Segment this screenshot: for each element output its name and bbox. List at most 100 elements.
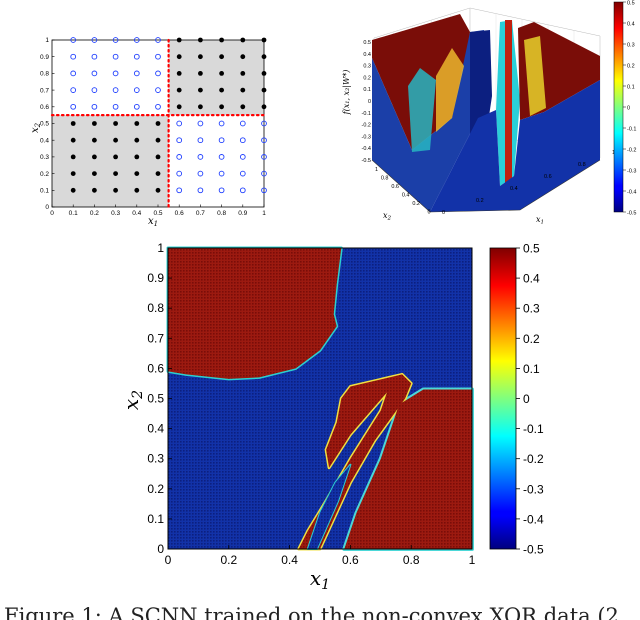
data-point-class-a: [92, 154, 97, 160]
data-point-class-a: [134, 121, 140, 126]
data-point-class-a: [261, 71, 267, 76]
data-point-class-a: [261, 54, 267, 60]
data-point-class-b: [155, 87, 161, 93]
y-tick-label: 0.4: [147, 422, 164, 436]
data-point-class-b: [261, 137, 267, 144]
z-tick-label: -0.4: [362, 146, 371, 152]
colorbar-tick-label: 0.3: [627, 42, 635, 48]
y-tick-label: 0.4: [40, 137, 49, 144]
colorbar-tick-label: -0.4: [627, 189, 636, 195]
x1-tick-label: 0: [442, 210, 445, 216]
data-point-class-b: [176, 120, 183, 127]
shaded-region-0: [52, 115, 169, 207]
surface-transition-left: [408, 68, 436, 152]
colorbar-tick-label: -0.5: [627, 210, 636, 216]
data-point-class-b: [176, 170, 183, 177]
data-point-class-a: [219, 71, 225, 76]
data-point-class-a: [155, 187, 161, 193]
colorbar-tick-label: -0.3: [627, 168, 636, 174]
x2-tick-label: 0.4: [402, 193, 410, 199]
y-tick-label: 0.9: [40, 54, 49, 61]
data-point-class-b: [133, 103, 140, 110]
data-point-class-b: [70, 70, 77, 77]
colorbar: [613, 1, 624, 213]
data-point-class-a: [70, 121, 76, 126]
x-tick-label: 0: [50, 210, 54, 217]
data-point-class-b: [197, 154, 204, 160]
x2-tick-label: 0.2: [412, 201, 420, 207]
floor-edges: [371, 159, 601, 213]
x-tick-label: 0: [165, 553, 172, 567]
surface-low-left: [372, 30, 484, 212]
data-point-class-a: [134, 154, 140, 160]
data-point-class-b: [239, 137, 246, 144]
data-point-class-b: [261, 170, 267, 177]
y-axis-label: x2: [383, 211, 392, 222]
data-point-class-b: [91, 53, 98, 60]
z-tick-label: 0.5: [363, 40, 371, 46]
x-tick-label: 0.4: [132, 210, 141, 217]
data-point-class-a: [198, 87, 203, 93]
data-point-class-b: [239, 170, 246, 177]
z-tick-label: 0.3: [363, 64, 371, 70]
x-tick-label: 0.8: [217, 210, 226, 217]
data-point-class-a: [92, 137, 97, 143]
x-axis-label: x1: [310, 566, 330, 593]
x2-tick-label: 0.6: [391, 184, 399, 190]
z-tick-label: -0.3: [362, 134, 371, 140]
data-point-class-b: [218, 154, 225, 160]
figure-caption: Figure 1: A SCNN trained on the non-conv…: [4, 604, 619, 620]
y-tick-label: 0.7: [40, 87, 49, 94]
data-point-class-a: [70, 171, 76, 177]
data-point-class-a: [113, 121, 118, 126]
y-tick-label: 0.3: [40, 154, 49, 161]
data-point-class-a: [176, 87, 182, 93]
colorbar-tick-label: -0.4: [523, 512, 544, 526]
data-point-class-a: [176, 104, 182, 110]
region-top-left-high: [168, 248, 342, 379]
data-point-class-a: [155, 121, 161, 126]
y-tick-label: 0.3: [147, 452, 164, 466]
surface-transition-right: [524, 36, 546, 116]
colorbar-tick-label: 0.3: [523, 302, 540, 316]
data-point-class-b: [112, 53, 119, 60]
data-point-class-a: [240, 71, 246, 76]
x-tick-label: 1: [469, 553, 476, 567]
data-point-class-a: [134, 187, 140, 193]
data-point-class-a: [70, 137, 76, 143]
data-point-class-b: [112, 87, 119, 93]
data-point-class-a: [70, 154, 76, 160]
data-point-class-a: [176, 54, 182, 60]
x2-tick-label: 1: [375, 167, 378, 173]
colorbar-tick-label: 0: [627, 105, 630, 111]
data-point-class-b: [91, 103, 98, 110]
surface-transition-mid: [436, 48, 464, 132]
heatmap-panel: 0 0.2 0.4 0.6 0.8 1 0 0.1 0.2 0.3 0.4 0.5 0.6 0.7 0.8 0…: [119, 241, 544, 593]
y-tick-label: 0.9: [147, 271, 164, 285]
x-tick-label: 0.9: [238, 210, 247, 217]
data-point-class-b: [133, 70, 140, 77]
data-point-class-a: [240, 37, 246, 43]
x-tick-label: 0.6: [175, 210, 184, 217]
data-point-class-b: [155, 70, 161, 77]
y-tick-label: 0: [45, 204, 49, 211]
y-tick-label: 0.1: [147, 512, 164, 526]
y-tick-label: 0: [157, 542, 164, 556]
data-point-class-a: [261, 37, 267, 43]
colorbar-tick-label: 0.1: [523, 362, 540, 376]
data-point-class-a: [240, 104, 246, 110]
data-point-class-b: [218, 137, 225, 144]
data-point-class-b: [218, 170, 225, 177]
colorbar: [489, 247, 517, 550]
data-point-class-b: [239, 120, 246, 127]
y-tick-label: 0.2: [147, 482, 164, 496]
surface-ridge-peak: [505, 20, 512, 186]
y-tick-label: 1: [157, 241, 164, 255]
x-tick-label: 0.1: [69, 210, 78, 217]
colorbar-tick-label: 0.5: [627, 0, 635, 6]
x-tick-label: 0.2: [90, 210, 99, 217]
data-point-class-b: [112, 37, 119, 43]
x1-tick-label: 0.8: [578, 162, 586, 168]
x-axis-label: x1: [148, 216, 158, 228]
